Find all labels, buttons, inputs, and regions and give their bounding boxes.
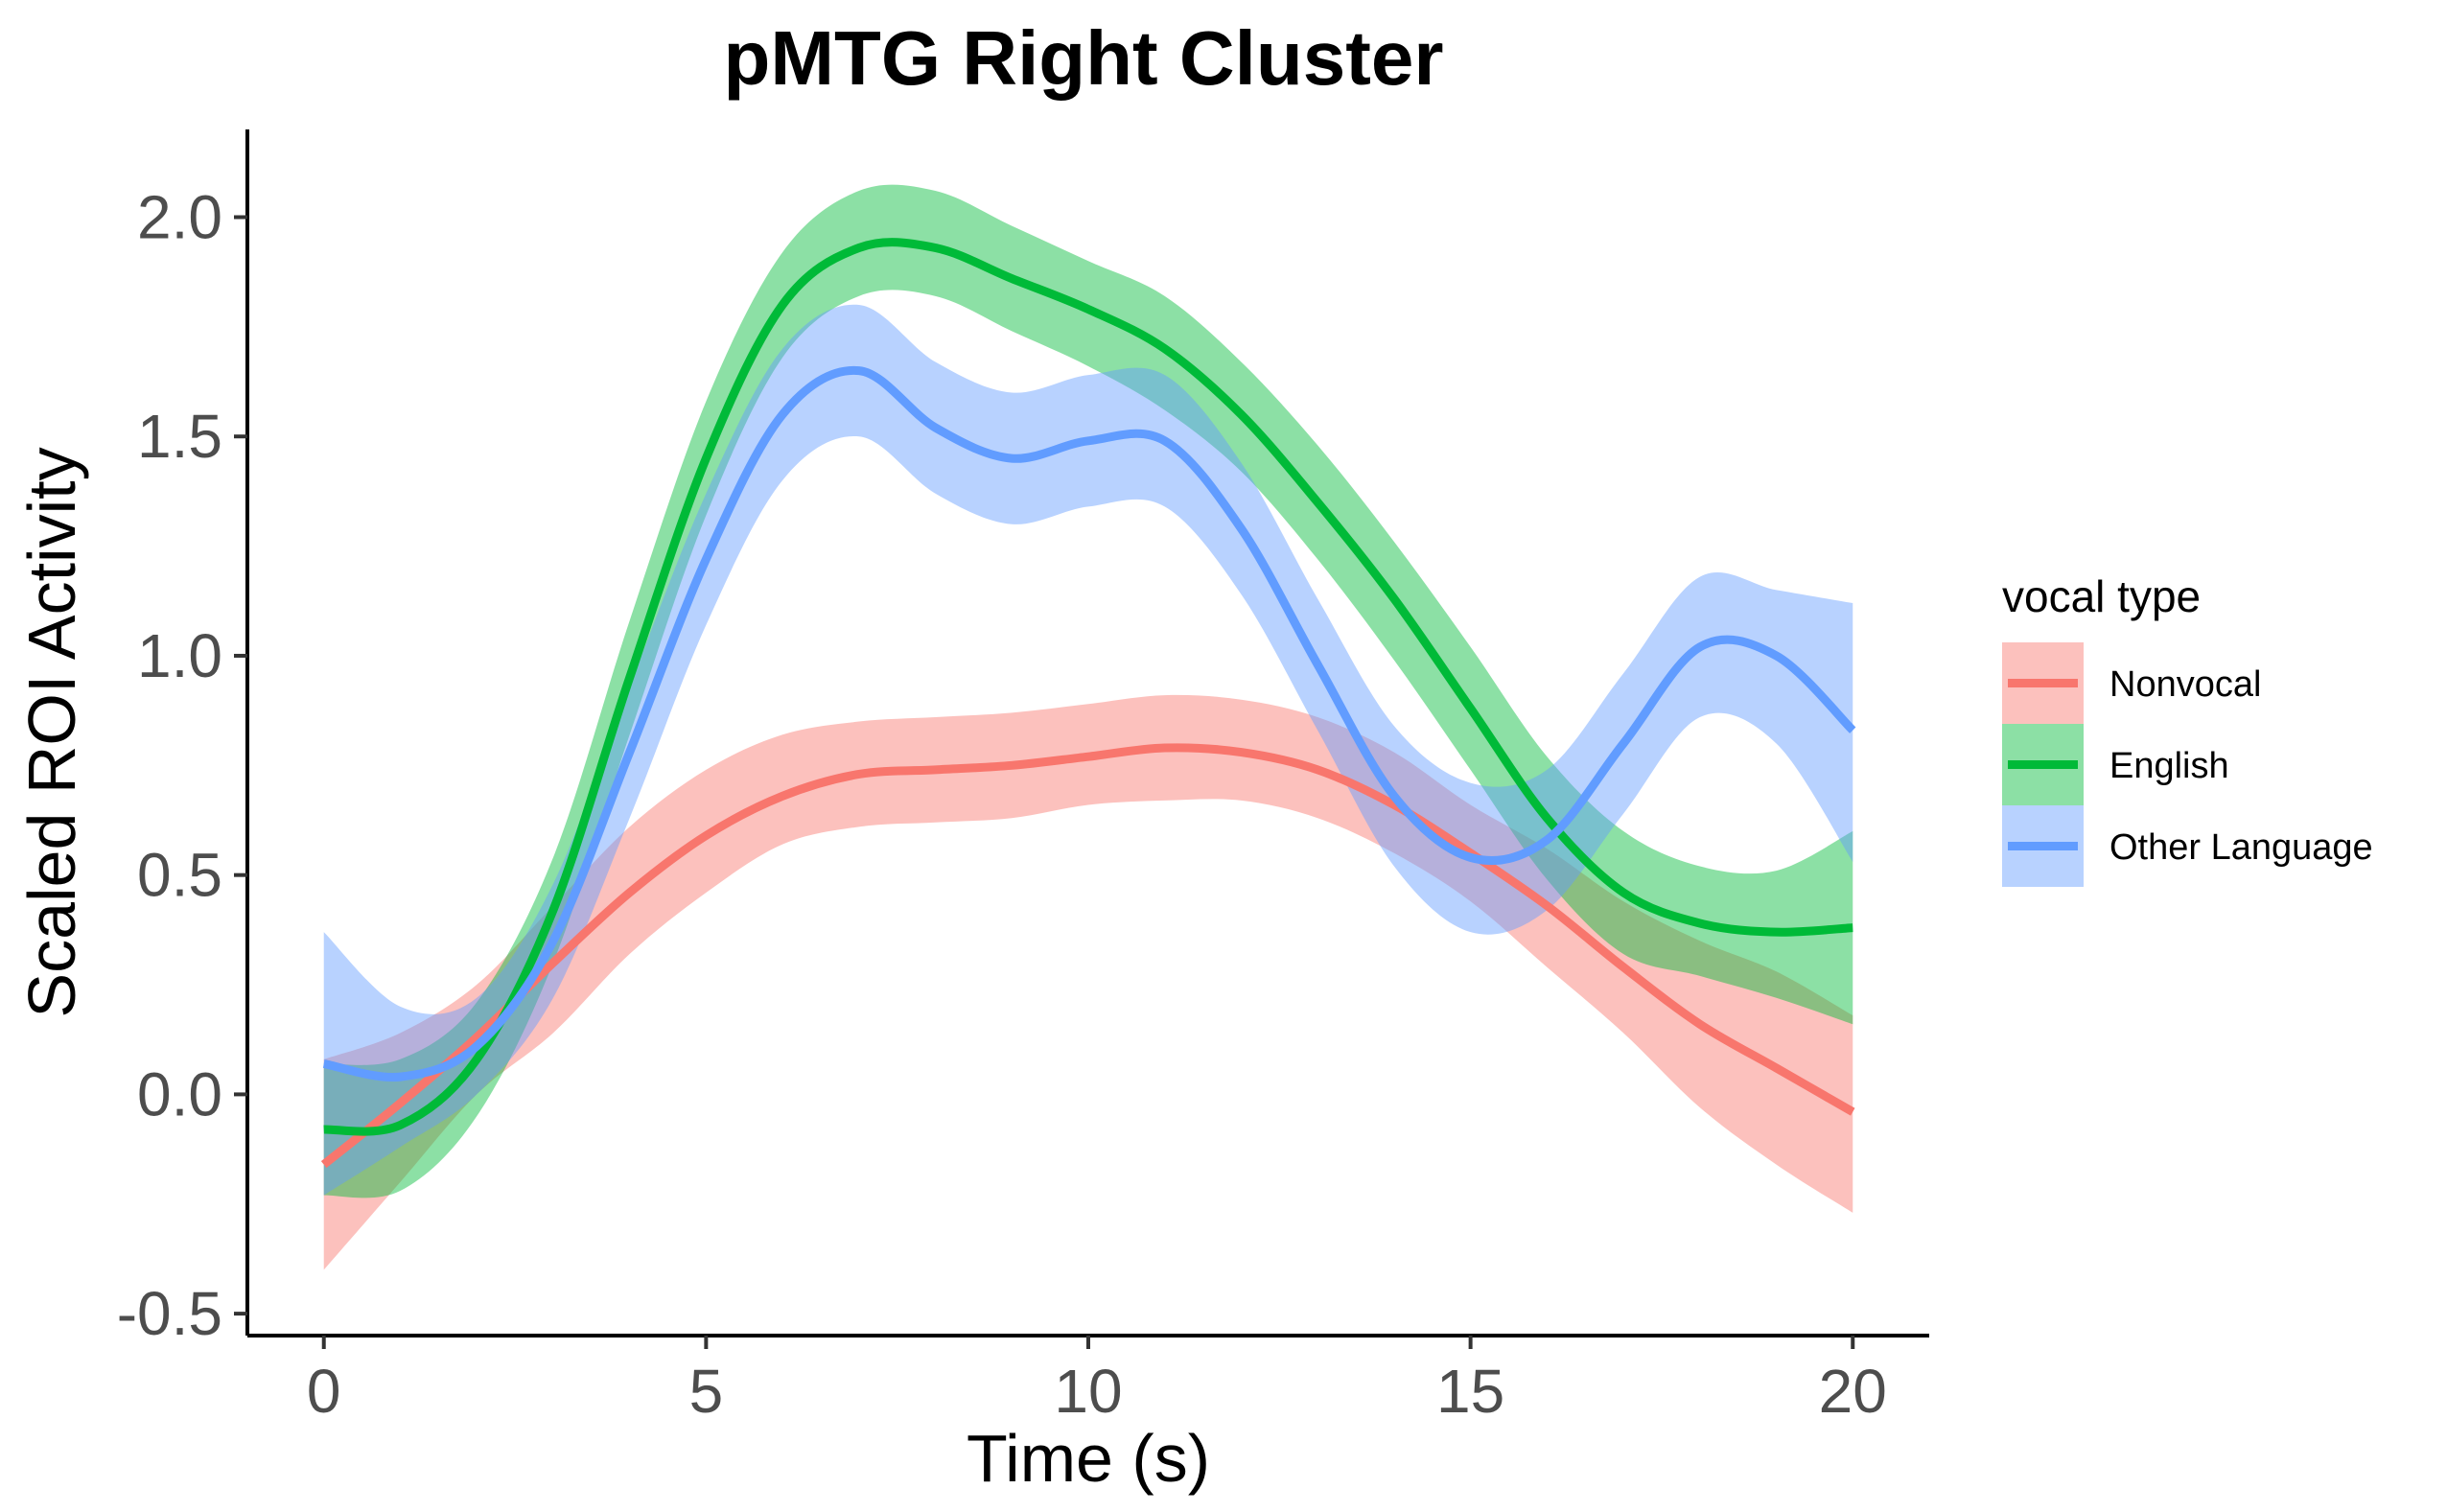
x-axis-title: Time (s) <box>967 1421 1210 1496</box>
chart-title: pMTG Right Cluster <box>723 15 1443 101</box>
other-language-line <box>322 365 1856 1082</box>
y-axis-title: Scaled ROI Activity <box>14 447 89 1017</box>
nonvocal-line <box>320 743 1855 1169</box>
legend-label-other-language: Other Language <box>2109 827 2373 868</box>
other-language-confidence-band <box>323 304 1853 1196</box>
legend-label-nonvocal: Nonvocal <box>2109 664 2261 705</box>
y-tick-label: -0.5 <box>117 1279 222 1348</box>
y-tick-label: 0.0 <box>137 1059 222 1128</box>
legend-label-english: English <box>2109 746 2229 786</box>
x-axis-ticks: 0 5 10 15 20 <box>307 1336 1887 1426</box>
legend: vocal type Nonvocal English Other Language <box>2002 571 2373 887</box>
confidence-bands <box>323 184 1853 1270</box>
english-confidence-band <box>323 184 1853 1198</box>
x-tick-label: 5 <box>689 1357 724 1426</box>
series-lines <box>320 238 1856 1169</box>
english-line <box>323 238 1853 1136</box>
y-tick-label: 0.5 <box>137 841 222 910</box>
legend-items: Nonvocal English Other Language <box>2002 642 2373 887</box>
y-axis-ticks: -0.5 0.0 0.5 1.0 1.5 2.0 <box>117 182 247 1348</box>
x-tick-label: 0 <box>307 1357 341 1426</box>
legend-title: vocal type <box>2002 571 2201 621</box>
y-tick-label: 1.5 <box>137 402 222 471</box>
y-tick-label: 2.0 <box>137 182 222 251</box>
y-tick-label: 1.0 <box>137 621 222 690</box>
x-tick-label: 10 <box>1054 1357 1122 1426</box>
x-tick-label: 20 <box>1819 1357 1887 1426</box>
x-tick-label: 15 <box>1436 1357 1504 1426</box>
